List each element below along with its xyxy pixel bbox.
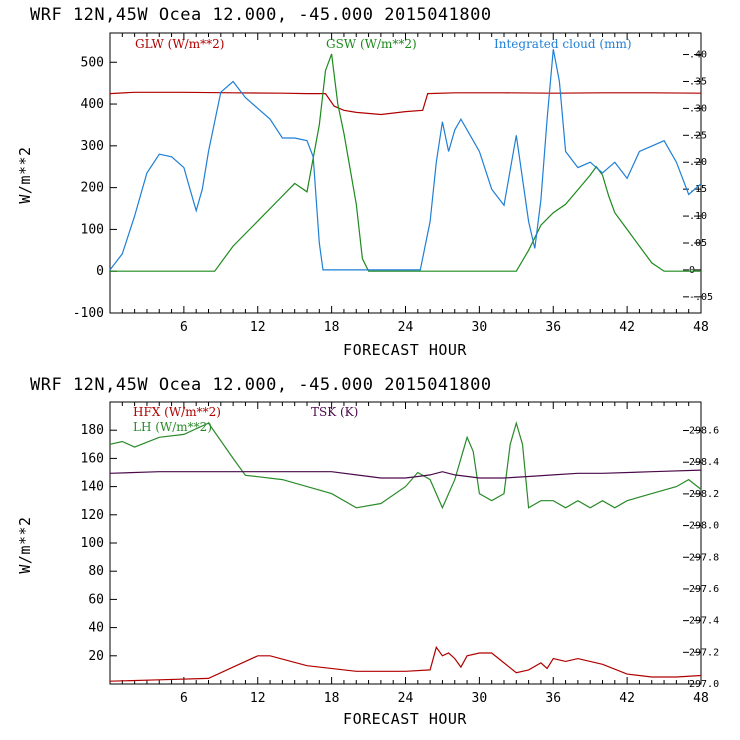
panel-bottom: WRF 12N,45W Ocea 12.000, -45.000 2015041… [16, 375, 719, 728]
y-tick-label: 0 [96, 264, 104, 279]
x-tick-label: 12 [250, 691, 266, 706]
y-tick-label: 100 [81, 222, 104, 237]
x-tick-label: 48 [693, 320, 709, 335]
y-tick-label: -100 [73, 306, 104, 321]
y2-tick-label: 298.4 [689, 457, 719, 468]
panel-top: WRF 12N,45W Ocea 12.000, -45.000 2015041… [16, 5, 713, 359]
panel-top-axes: 6 12 18 24 30 36 42 48 -100 0 100 200 300 400 500 -.05 0… [73, 33, 713, 335]
y-tick-label: 80 [88, 564, 104, 579]
legend-glw: GLW (W/m**2) [135, 37, 224, 51]
panel-top-series [109, 49, 702, 272]
legend-hfx: HFX (W/m**2) [133, 405, 221, 419]
x-tick-label: 42 [619, 320, 635, 335]
y-tick-label: 20 [88, 649, 104, 664]
x-tick-label: 36 [545, 691, 561, 706]
y2-tick-label: 298.6 [689, 426, 719, 437]
x-tick-label: 30 [472, 320, 488, 335]
x-tick-label: 24 [398, 320, 414, 335]
y-tick-label: 200 [81, 181, 104, 196]
legend-cloud: Integrated cloud (mm) [494, 37, 632, 51]
series-line-top-1 [110, 53, 701, 272]
series-line-top-0 [109, 91, 702, 116]
panel-bottom-header: WRF 12N,45W Ocea 12.000, -45.000 2015041… [30, 375, 492, 395]
legend-lh: LH (W/m**2) [133, 420, 212, 434]
y2-tick-label: .25 [689, 130, 707, 141]
x-tick-label: 18 [324, 691, 340, 706]
y-tick-label: 40 [88, 621, 104, 636]
x-tick-label: 42 [619, 691, 635, 706]
y2-tick-label: .10 [689, 211, 707, 222]
x-tick-label: 18 [324, 320, 340, 335]
series-line-bottom-1 [109, 420, 702, 510]
y2-tick-label: .30 [689, 103, 707, 114]
panel-bottom-plot-frame [109, 401, 702, 685]
series-line-bottom-2 [109, 469, 702, 479]
x-tick-label: 30 [472, 691, 488, 706]
panel-bottom-xlabel: FORECAST HOUR [343, 710, 467, 728]
y-tick-label: 160 [81, 451, 104, 466]
x-tick-label: 6 [180, 320, 188, 335]
y-tick-label: 300 [81, 139, 104, 154]
y2-tick-label: .20 [689, 157, 707, 168]
x-tick-label: 36 [545, 320, 561, 335]
y2-tick-label: .15 [689, 184, 707, 195]
y-tick-label: 120 [81, 508, 104, 523]
legend-gsw: GSW (W/m**2) [326, 37, 417, 51]
y2-tick-label: 297.4 [689, 616, 719, 627]
panel-bottom-series [109, 420, 702, 682]
y2-tick-label: 298.2 [689, 489, 719, 500]
x-tick-label: 48 [693, 691, 709, 706]
y2-tick-label: .35 [689, 76, 707, 87]
series-line-top-2 [109, 49, 702, 271]
series-line-bottom-0 [109, 645, 702, 682]
y2-tick-label: 297.0 [689, 679, 719, 690]
x-tick-label: 6 [180, 691, 188, 706]
y2-tick-label: .05 [689, 238, 707, 249]
y2-tick-label: .40 [689, 50, 707, 61]
panel-bottom-axes: 6 12 18 24 30 36 42 48 20 40 60 80 100 120 140 160 180 29… [81, 402, 719, 706]
y-tick-label: 180 [81, 423, 104, 438]
y2-tick-label: 298.0 [689, 521, 719, 532]
y2-tick-label: 0 [689, 265, 695, 276]
panel-top-ylabel: W/m**2 [16, 146, 34, 203]
y-tick-label: 400 [81, 97, 104, 112]
x-tick-label: 24 [398, 691, 414, 706]
y2-tick-label: 297.2 [689, 647, 719, 658]
legend-tsk: TSK (K) [311, 405, 358, 419]
y-tick-label: 500 [81, 55, 104, 70]
y2-tick-label: 297.6 [689, 584, 719, 595]
panel-top-header: WRF 12N,45W Ocea 12.000, -45.000 2015041… [30, 5, 492, 25]
x-tick-label: 12 [250, 320, 266, 335]
panel-top-xlabel: FORECAST HOUR [343, 341, 467, 359]
y2-tick-label: 297.8 [689, 552, 719, 563]
y2-tick-label: -.05 [689, 292, 713, 303]
panel-bottom-ylabel: W/m**2 [16, 516, 34, 573]
y-tick-label: 60 [88, 592, 104, 607]
y-tick-label: 100 [81, 536, 104, 551]
y-tick-label: 140 [81, 480, 104, 495]
